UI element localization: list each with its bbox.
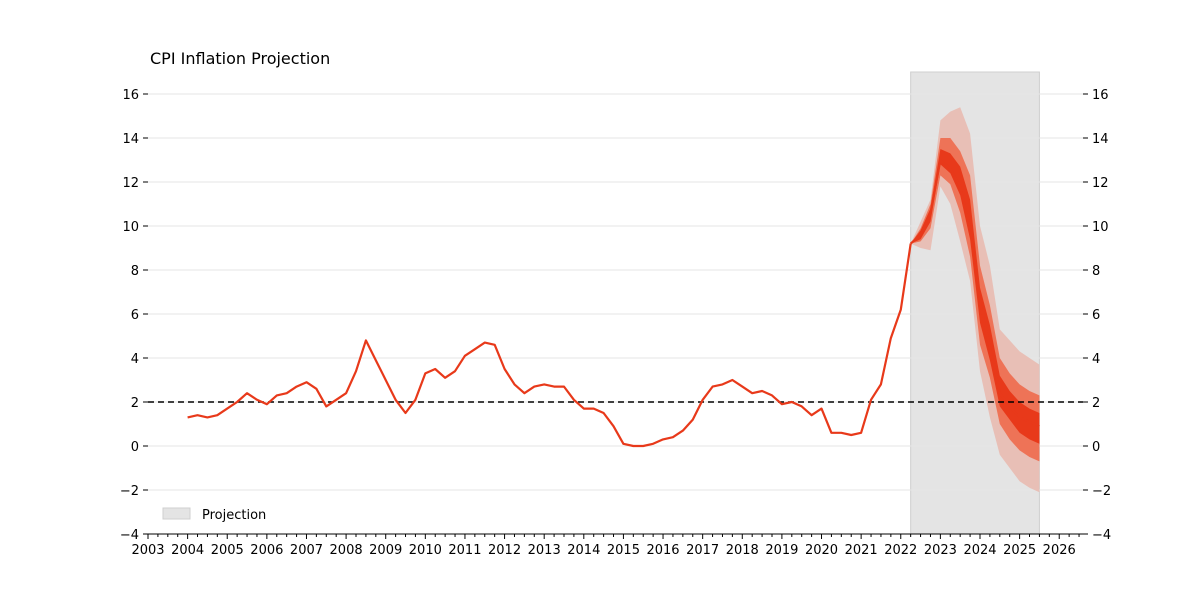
x-tick-label: 2004	[171, 543, 204, 558]
x-tick-label: 2006	[250, 543, 283, 558]
x-tick-label: 2009	[369, 543, 402, 558]
x-tick-label: 2003	[131, 543, 164, 558]
y-tick-label-left: −4	[120, 528, 139, 543]
x-tick-label: 2026	[1043, 543, 1076, 558]
y-tick-label-right: 16	[1092, 88, 1109, 103]
y-tick-label-left: 14	[122, 132, 139, 147]
y-tick-label-left: 2	[131, 396, 139, 411]
y-tick-label-left: 16	[122, 88, 139, 103]
x-tick-label: 2023	[924, 543, 957, 558]
y-tick-label-right: 12	[1092, 176, 1109, 191]
cpi-projection-line	[909, 158, 1040, 428]
x-tick-label: 2016	[646, 543, 679, 558]
x-tick-label: 2008	[330, 543, 363, 558]
x-tick-label: 2020	[805, 543, 838, 558]
y-tick-label-right: −4	[1092, 528, 1111, 543]
cpi-history-line	[187, 243, 912, 448]
x-tick-label: 2011	[448, 543, 481, 558]
x-tick-label: 2007	[290, 543, 323, 558]
x-tick-label: 2010	[409, 543, 442, 558]
x-tick-label: 2024	[963, 543, 996, 558]
fan-band-inner	[910, 149, 1040, 444]
chart-title: CPI Inflation Projection	[150, 49, 330, 68]
y-tick-label-right: 8	[1092, 264, 1100, 279]
series-layer	[148, 158, 1083, 448]
x-tick-label: 2019	[765, 543, 798, 558]
y-tick-label-left: 0	[131, 440, 139, 455]
axes-layer: 2003 2004 2005 2006 2007 2008 2009 2010 2011 2012…	[120, 88, 1111, 558]
x-tick-label: 2014	[567, 543, 600, 558]
y-tick-label-right: −2	[1092, 484, 1111, 499]
legend: Projection	[162, 507, 266, 523]
x-tick-label: 2025	[1003, 543, 1036, 558]
y-tick-label-left: −2	[120, 484, 139, 499]
y-tick-label-left: 4	[131, 352, 139, 367]
legend-swatch-projection	[162, 507, 191, 520]
y-tick-label-left: 8	[131, 264, 139, 279]
y-tick-label-right: 2	[1092, 396, 1100, 411]
y-tick-label-right: 4	[1092, 352, 1100, 367]
y-tick-label-left: 6	[131, 308, 139, 323]
y-tick-label-left: 10	[122, 220, 139, 235]
x-tick-label: 2022	[884, 543, 917, 558]
y-tick-label-left: 12	[122, 176, 139, 191]
y-tick-label-right: 0	[1092, 440, 1100, 455]
x-tick-label: 2005	[211, 543, 244, 558]
legend-label-projection: Projection	[202, 508, 266, 523]
x-tick-label: 2017	[686, 543, 719, 558]
y-tick-label-right: 6	[1092, 308, 1100, 323]
fan-band-mid	[910, 138, 1040, 462]
x-tick-label: 2018	[726, 543, 759, 558]
x-tick-label: 2015	[607, 543, 640, 558]
y-tick-label-right: 14	[1092, 132, 1109, 147]
x-tick-label: 2013	[528, 543, 561, 558]
fan-band-layer	[910, 107, 1040, 493]
x-tick-label: 2012	[488, 543, 521, 558]
y-tick-label-right: 10	[1092, 220, 1109, 235]
x-tick-label: 2021	[845, 543, 878, 558]
